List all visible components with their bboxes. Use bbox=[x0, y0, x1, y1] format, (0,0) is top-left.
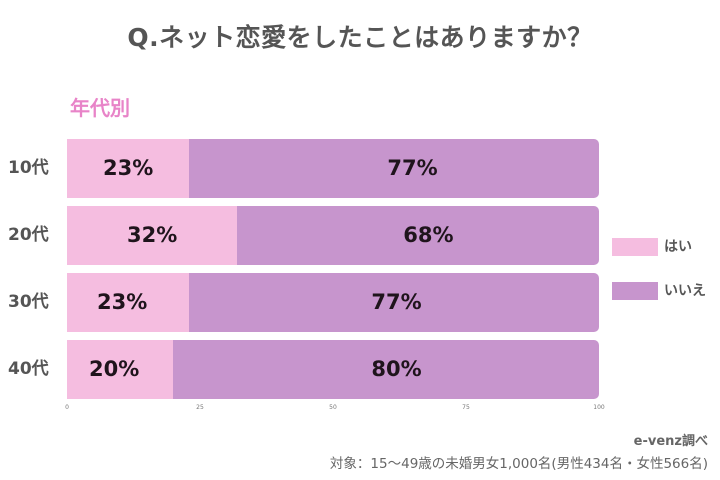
source-credit: e-venz調べ bbox=[633, 434, 708, 449]
value-label-no: 77% bbox=[371, 290, 422, 314]
bar-segment-yes: 20% bbox=[67, 340, 174, 399]
row-label: 20代 bbox=[8, 225, 49, 245]
legend-label-no: いいえ bbox=[664, 283, 706, 299]
stacked-bar: 23% 77% bbox=[67, 273, 599, 332]
legend-label-yes: はい bbox=[664, 239, 692, 255]
bar-segment-yes: 23% bbox=[67, 273, 190, 332]
x-tick-label: 25 bbox=[196, 404, 204, 411]
value-label-no: 68% bbox=[403, 223, 454, 247]
x-tick-label: 75 bbox=[462, 404, 470, 411]
legend-swatch-yes bbox=[612, 238, 658, 256]
stacked-bar: 32% 68% bbox=[67, 206, 599, 265]
bar-row-10s: 10代 23% 77% bbox=[0, 139, 610, 198]
bar-row-40s: 40代 20% 80% bbox=[0, 340, 610, 399]
bar-row-20s: 20代 32% 68% bbox=[0, 206, 610, 265]
value-label-yes: 20% bbox=[89, 357, 140, 381]
survey-note: 対象：15〜49歳の未婚男女1,000名(男性434名・女性566名) bbox=[329, 456, 708, 472]
bar-segment-no: 68% bbox=[237, 206, 599, 265]
stacked-bar: 23% 77% bbox=[67, 139, 599, 198]
stacked-bar: 20% 80% bbox=[67, 340, 599, 399]
bar-segment-no: 80% bbox=[173, 340, 599, 399]
row-label: 10代 bbox=[8, 158, 49, 178]
row-label: 30代 bbox=[8, 292, 49, 312]
bar-segment-yes: 23% bbox=[67, 139, 190, 198]
value-label-yes: 23% bbox=[97, 290, 148, 314]
x-tick-label: 50 bbox=[329, 404, 337, 411]
bar-segment-yes: 32% bbox=[67, 206, 238, 265]
value-label-no: 80% bbox=[371, 357, 422, 381]
chart-title: Q.ネット恋愛をしたことはありますか？ bbox=[127, 23, 593, 52]
chart-subtitle: 年代別 bbox=[70, 96, 130, 120]
bar-segment-no: 77% bbox=[189, 139, 599, 198]
bar-row-30s: 30代 23% 77% bbox=[0, 273, 610, 332]
value-label-yes: 32% bbox=[127, 223, 178, 247]
x-tick-label: 0 bbox=[65, 404, 69, 411]
x-tick-label: 100 bbox=[593, 404, 605, 411]
row-label: 40代 bbox=[8, 359, 49, 379]
value-label-no: 77% bbox=[387, 156, 438, 180]
bar-segment-no: 77% bbox=[189, 273, 599, 332]
value-label-yes: 23% bbox=[103, 156, 154, 180]
legend-swatch-no bbox=[612, 282, 658, 300]
